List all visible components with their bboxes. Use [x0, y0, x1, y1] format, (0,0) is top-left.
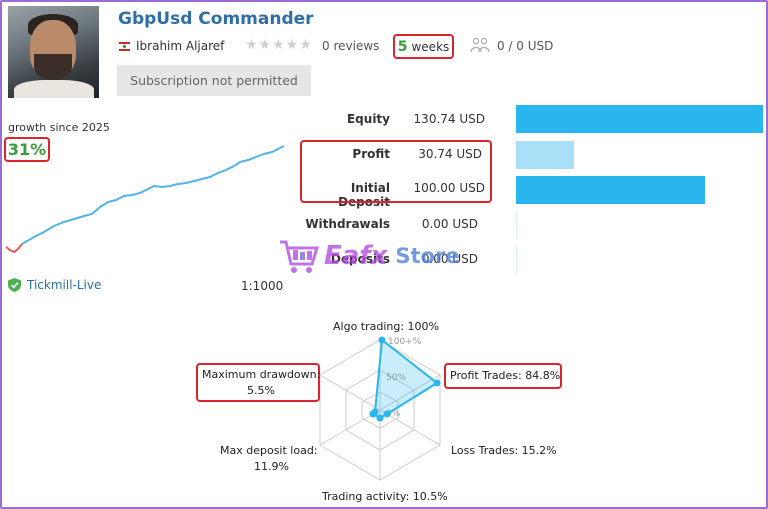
equity-bar: [516, 105, 763, 133]
growth-label: growth since 2025: [8, 121, 110, 134]
deposits-value: 0.00 USD: [421, 252, 478, 266]
highlight-max-drawdown: [196, 363, 320, 402]
withdrawals-value: 0.00 USD: [421, 217, 478, 231]
subscribers-value: 0 / 0 USD: [497, 39, 554, 53]
rating-stars: ★★★★★: [245, 37, 313, 53]
radar-chart: 100+% 50% 0%: [319, 336, 441, 481]
initial-deposit-value: 100.00 USD: [413, 181, 485, 195]
max-drawdown-value: 5.5%: [247, 384, 275, 397]
max-deposit-load-value: 11.9%: [254, 460, 289, 473]
watermark-suffix: Store: [395, 244, 460, 268]
max-drawdown-title: Maximum drawdown:: [202, 368, 321, 381]
broker-name: Tickmill-Live: [27, 278, 102, 292]
highlight-profit-deposit: [300, 140, 492, 203]
radar-ring-50: 50%: [386, 373, 406, 383]
lebanon-flag-icon: [119, 42, 130, 51]
loss-trades-label: Loss Trades: 15.2%: [451, 444, 557, 457]
profit-bar: [516, 141, 574, 169]
radar-point-algo: [378, 336, 386, 344]
author-name[interactable]: Ibrahim Aljaref: [136, 39, 225, 53]
profit-value: 30.74 USD: [418, 147, 482, 161]
people-icon: [470, 37, 490, 53]
weeks-label: weeks: [411, 39, 450, 54]
algo-trading-label: Algo trading: 100%: [333, 320, 440, 333]
withdrawals-bar: [516, 211, 517, 239]
shield-check-icon: [8, 278, 21, 292]
watermark-brand: Eafx: [324, 241, 388, 271]
signal-title[interactable]: GbpUsd Commander: [118, 9, 314, 29]
trading-activity-label: Trading activity: 10.5%: [322, 490, 448, 503]
weeks-badge: 5 weeks: [393, 34, 454, 59]
withdrawals-label: Withdrawals: [305, 217, 390, 231]
radar-point-activity: [376, 414, 384, 422]
deposits-label: Deposits: [330, 252, 390, 266]
radar-ring-100: 100+%: [388, 337, 422, 347]
radar-point-drawdown: [371, 408, 379, 416]
reviews-count[interactable]: 0 reviews: [322, 39, 380, 53]
deposits-bar: [516, 246, 517, 274]
highlight-profit-trades: [444, 363, 562, 389]
leverage-value: 1:1000: [241, 279, 284, 293]
initial-deposit-bar: [516, 176, 705, 204]
avatar[interactable]: [8, 6, 99, 98]
profit-label: Profit: [352, 147, 390, 161]
growth-chart: [5, 145, 285, 254]
profit-trades-label: Profit Trades: 84.8%: [450, 369, 561, 382]
equity-value: 130.74 USD: [413, 112, 485, 126]
equity-label: Equity: [346, 112, 390, 126]
cart-icon: [280, 240, 320, 273]
watermark-logo: Eafx Store: [278, 232, 493, 280]
growth-value: 31%: [4, 137, 50, 162]
broker-link[interactable]: Tickmill-Live: [8, 278, 101, 292]
radar-ring-0: 0%: [386, 409, 401, 419]
radar-point-profit: [433, 379, 441, 387]
radar-point-loss: [383, 410, 391, 418]
weeks-number: 5: [397, 38, 408, 55]
max-deposit-load-title: Max deposit load:: [220, 444, 318, 457]
subscription-button[interactable]: Subscription not permitted: [117, 65, 311, 96]
